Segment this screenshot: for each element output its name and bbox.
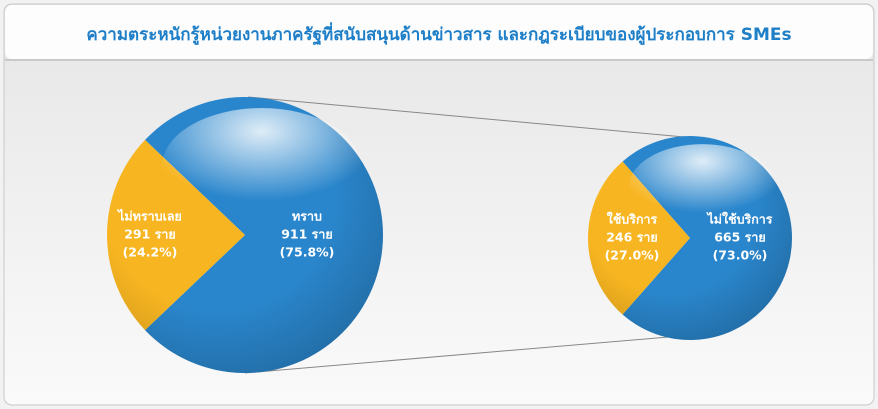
slice-label: 665 ราย: [714, 230, 766, 245]
slice-label: 246 ราย: [606, 230, 658, 245]
slice-label: 911 ราย: [281, 227, 333, 242]
connector: [247, 96, 696, 139]
slice-label: 291 ราย: [124, 227, 176, 242]
pie-gloss: [628, 144, 776, 230]
slice-label: (75.8%): [280, 245, 335, 260]
title-bar: [5, 5, 873, 59]
slice-label: (27.0%): [605, 248, 660, 263]
slice-label: ไม่ใช้บริการ: [705, 212, 772, 227]
slice-label: ไม่ทราบเลย: [116, 209, 182, 224]
connector: [244, 334, 693, 374]
slice-label: ใช้บริการ: [607, 212, 658, 227]
pie-gloss: [162, 108, 361, 224]
slice-label: (73.0%): [713, 248, 768, 263]
slice-label: (24.2%): [123, 245, 178, 260]
chart-title: ความตระหนักรู้หน่วยงานภาครัฐที่สนับสนุนด…: [86, 22, 791, 46]
slice-label: ทราบ: [292, 209, 322, 224]
